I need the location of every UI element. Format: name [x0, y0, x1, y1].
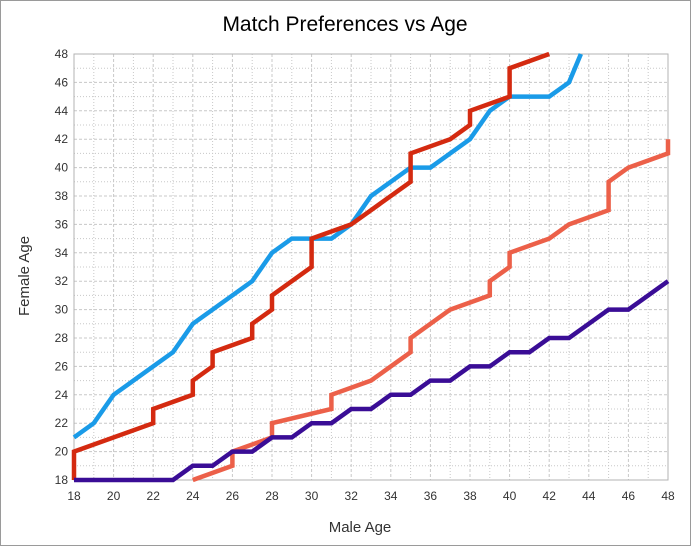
y-axis-label: Female Age — [16, 236, 33, 316]
x-tick-label: 22 — [147, 489, 161, 503]
chart-title: Match Preferences vs Age — [222, 13, 467, 36]
y-tick-label: 32 — [55, 274, 69, 288]
x-tick-label: 46 — [622, 489, 636, 503]
x-tick-label: 30 — [305, 489, 319, 503]
plot-area-border — [73, 53, 669, 481]
y-tick-label: 30 — [55, 303, 69, 317]
y-tick-label: 26 — [55, 359, 69, 373]
grid — [74, 54, 668, 480]
x-tick-label: 38 — [463, 489, 477, 503]
x-tick-label: 34 — [384, 489, 398, 503]
y-tick-label: 24 — [55, 388, 69, 402]
x-tick-label: 32 — [345, 489, 359, 503]
x-tick-label: 44 — [582, 489, 596, 503]
x-tick-label: 42 — [543, 489, 557, 503]
y-tick-label: 22 — [55, 416, 69, 430]
y-tick-label: 18 — [55, 473, 69, 487]
y-tick-label: 44 — [55, 104, 69, 118]
x-tick-label: 24 — [186, 489, 200, 503]
y-tick-label: 38 — [55, 189, 69, 203]
series-lines — [71, 51, 671, 483]
y-tick-label: 40 — [55, 161, 69, 175]
x-tick-label: 26 — [226, 489, 240, 503]
x-tick-label: 48 — [661, 489, 675, 503]
y-tick-label: 48 — [55, 47, 69, 61]
x-tick-label: 20 — [107, 489, 121, 503]
y-tick-label: 34 — [55, 246, 69, 260]
x-tick-label: 40 — [503, 489, 517, 503]
x-tick-label: 28 — [265, 489, 279, 503]
y-tick-label: 42 — [55, 132, 69, 146]
tick-labels: 18 20 22 24 26 28 30 32 34 36 38 40 42 44 46 48 18 20 22 24… — [55, 47, 675, 503]
x-tick-label: 18 — [67, 489, 81, 503]
series-line-2 — [71, 51, 550, 480]
series-line-3 — [192, 139, 671, 483]
y-tick-label: 46 — [55, 75, 69, 89]
y-tick-label: 36 — [55, 217, 69, 231]
x-tick-label: 36 — [424, 489, 438, 503]
series-line-4 — [74, 279, 670, 483]
y-tick-label: 20 — [55, 445, 69, 459]
x-axis-label: Male Age — [329, 519, 392, 536]
y-tick-label: 28 — [55, 331, 69, 345]
